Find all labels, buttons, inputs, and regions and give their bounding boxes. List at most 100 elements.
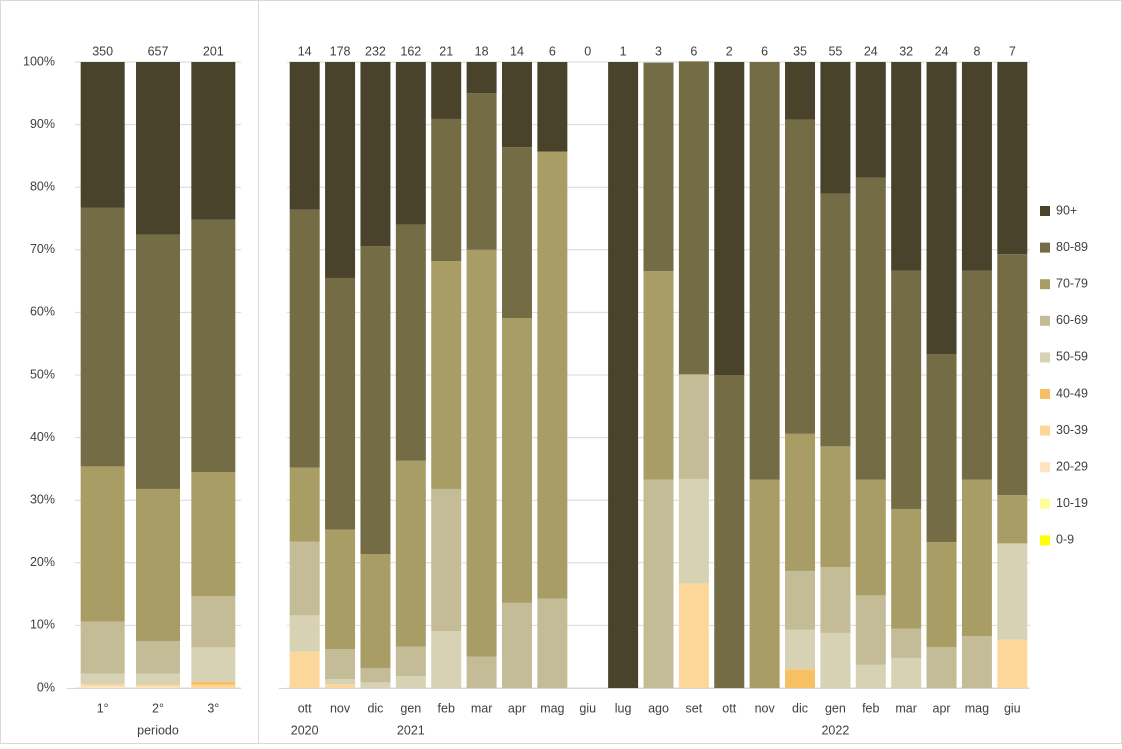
x-tick-label: mar [471,701,493,715]
bar-segment [80,684,125,687]
bar-segment [785,570,816,630]
bar-segment [997,543,1028,640]
bar-segment [537,598,568,688]
bar-segment [643,271,674,480]
total-label: 24 [935,44,949,58]
total-label: 657 [148,44,169,58]
y-tick-label: 50% [30,367,55,381]
bar-segment [289,467,320,542]
bar-segment [785,119,816,434]
bar-segment [395,224,426,461]
total-label: 201 [203,44,224,58]
bar-segment [289,62,320,210]
bar-segment [855,177,886,480]
x-tick-label: set [686,701,703,715]
bar-segment [136,684,180,687]
bar-segment [891,508,922,629]
year-label: 2022 [821,723,849,737]
legend-label: 70-79 [1056,276,1088,290]
x-tick-label: 3° [207,701,219,715]
bar-segment [325,277,356,530]
bar-segment [466,249,497,657]
legend-swatch [1040,425,1050,436]
y-tick-label: 60% [30,305,55,319]
legend-swatch [1040,462,1050,473]
legend-swatch [1040,352,1050,363]
bar-segment [136,62,180,235]
bar-segment [466,62,497,94]
total-label: 7 [1009,44,1016,58]
bar-segment [961,62,992,271]
bar-segment [749,62,780,480]
x-tick-label: nov [755,701,776,715]
bar-segment [820,62,851,194]
x-tick-label: lug [615,701,632,715]
bar-segment [997,495,1028,544]
x-tick-label: giu [1004,701,1021,715]
bar-segment [136,686,180,688]
bar-segment [714,375,745,688]
bar-segment [537,151,568,599]
y-tick-label: 10% [30,618,55,632]
total-label: 6 [690,44,697,58]
x-tick-label: dic [792,701,808,715]
legend-label: 10-19 [1056,496,1088,510]
x-tick-label: gen [400,701,421,715]
year-label: 2021 [397,723,425,737]
bar-segment [136,673,180,685]
bar-segment [537,62,568,152]
bar-segment [136,641,180,674]
legend-swatch [1040,206,1050,216]
x-axis-title: periodo [137,723,179,737]
bar-segment [360,667,391,683]
bar-segment [191,219,236,473]
total-label: 232 [365,44,386,58]
year-label: 2020 [291,723,319,737]
bar-segment [191,62,236,220]
x-tick-label: apr [508,701,526,715]
total-label: 6 [761,44,768,58]
bar-segment [501,318,532,603]
legend-label: 50-59 [1056,350,1088,364]
bar-segment [191,647,236,682]
x-tick-label: ott [722,701,736,715]
bar-segment [191,595,236,648]
bar-segment [80,207,125,467]
y-tick-label: 100% [23,54,55,68]
legend-swatch [1040,535,1050,546]
bar-segment [820,567,851,633]
bar-segment [926,542,957,648]
y-tick-label: 40% [30,430,55,444]
bar-segment [678,583,709,688]
bar-segment [749,479,780,688]
bar-segment [855,62,886,178]
bar-segment [325,649,356,680]
bar-segment [643,62,674,272]
y-tick-label: 0% [37,680,55,694]
bar-segment [820,632,851,688]
bar-segment [431,62,462,119]
total-label: 6 [549,44,556,58]
bar-segment [961,270,992,480]
x-tick-label: nov [330,701,351,715]
bar-segment [80,673,125,685]
total-label: 2 [726,44,733,58]
y-tick-label: 20% [30,555,55,569]
total-label: 14 [298,44,312,58]
bar-segment [80,62,125,208]
total-label: 24 [864,44,878,58]
legend-label: 30-39 [1056,423,1088,437]
bar-segment [820,193,851,447]
bar-segment [80,466,125,622]
bar-segment [431,488,462,632]
bar-segment [136,488,180,642]
bar-segment [608,62,639,688]
bar-segment [785,669,816,688]
bar-segment [926,647,957,688]
bar-segment [891,270,922,509]
bar-segment [325,62,356,278]
total-label: 0 [584,44,591,58]
total-label: 35 [793,44,807,58]
bar-segment [325,684,356,688]
